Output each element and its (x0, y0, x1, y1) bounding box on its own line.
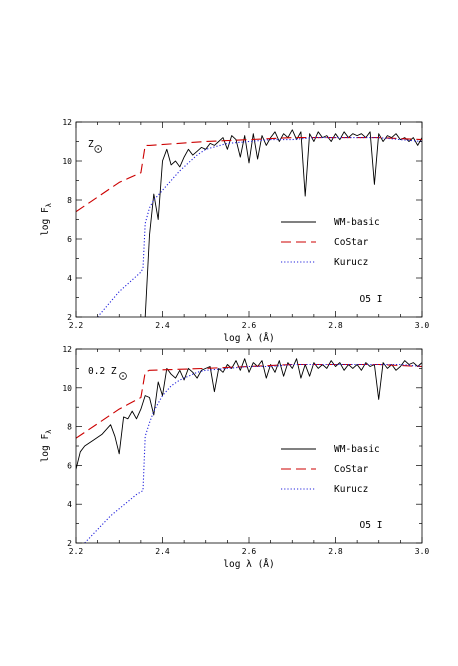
x-axis-label: log λ (Å) (223, 332, 274, 344)
y-tick-label: 12 (62, 345, 72, 354)
x-tick-label: 3.0 (415, 321, 430, 330)
series-line-wm-basic (76, 358, 422, 470)
x-tick-label: 3.0 (415, 547, 430, 556)
series-group (76, 129, 422, 317)
x-axis-label: log λ (Å) (223, 558, 274, 570)
y-axis-label-subscript: λ (45, 430, 53, 434)
x-tick-label: 2.6 (242, 547, 257, 556)
x-tick-label: 2.8 (328, 321, 343, 330)
legend: WM-basic CoStar Kurucz (281, 444, 380, 495)
solar-circle (119, 372, 127, 380)
solar-circle (94, 145, 102, 153)
x-tick-label: 2.8 (328, 547, 343, 556)
chart-panel-2: 2.2 2.4 2.6 2.8 3.0 2 4 6 8 10 12 log λ (Å) log Fλ 0.… (40, 345, 429, 570)
series-group (76, 358, 422, 543)
y-tick-label: 2 (67, 313, 72, 322)
legend-label-costar: CoStar (334, 464, 369, 475)
y-tick-label: 12 (62, 118, 72, 127)
legend: WM-basic CoStar Kurucz (281, 217, 380, 268)
model-label: O5 I (360, 520, 383, 531)
y-tick-label: 10 (62, 157, 72, 166)
series-line-kurucz (97, 137, 422, 317)
legend-label-wm-basic: WM-basic (334, 444, 380, 455)
y-tick-label: 4 (67, 274, 72, 283)
y-tick-label: 2 (67, 539, 72, 548)
y-axis-label-subscript: λ (45, 203, 53, 207)
y-tick-label: 6 (67, 461, 72, 470)
x-tick-label: 2.4 (155, 547, 170, 556)
x-tick-label: 2.4 (155, 321, 170, 330)
y-axis-label: log Fλ (40, 203, 53, 236)
model-label: O5 I (360, 294, 383, 305)
y-tick-label: 4 (67, 500, 72, 509)
solar-symbol-icon (94, 145, 102, 153)
x-tick-label: 2.6 (242, 321, 257, 330)
y-tick-label: 8 (67, 423, 72, 432)
metallicity-annotation: Z (88, 139, 94, 150)
solar-dot (122, 375, 124, 377)
y-tick-label: 10 (62, 384, 72, 393)
legend-label-kurucz: Kurucz (334, 484, 368, 495)
series-line-wm-basic (144, 129, 422, 317)
chart-panel-1: 2.2 2.4 2.6 2.8 3.0 2 4 6 8 10 12 log λ (Å) log Fλ Z W… (40, 118, 429, 344)
x-tick-label: 2.2 (69, 321, 84, 330)
series-line-kurucz (84, 363, 422, 543)
y-axis-label: log Fλ (40, 430, 53, 463)
legend-label-wm-basic: WM-basic (334, 217, 380, 228)
y-tick-label: 6 (67, 235, 72, 244)
x-tick-label: 2.2 (69, 547, 84, 556)
legend-label-costar: CoStar (334, 237, 369, 248)
solar-dot (97, 148, 99, 150)
solar-symbol-icon (119, 372, 127, 380)
metallicity-annotation: 0.2 Z (88, 366, 117, 377)
series-line-costar (76, 363, 422, 439)
series-line-costar (76, 137, 422, 213)
y-tick-label: 8 (67, 196, 72, 205)
legend-label-kurucz: Kurucz (334, 257, 368, 268)
